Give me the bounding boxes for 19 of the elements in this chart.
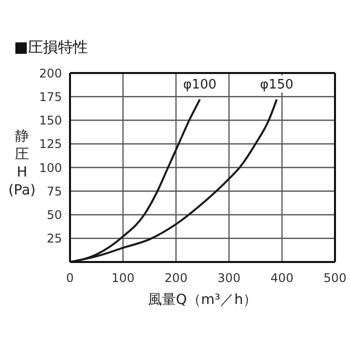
x-tick-label: 500 xyxy=(324,271,346,285)
x-tick-label: 300 xyxy=(218,271,240,285)
y-tick-label: 200 xyxy=(39,66,62,80)
y-tick-label: 50 xyxy=(46,208,62,222)
y-axis-title: 静圧H(Pa) xyxy=(8,128,36,198)
chart-title: ■圧損特性 xyxy=(14,38,88,57)
y-tick-label: 125 xyxy=(39,137,62,152)
x-tick-label: 200 xyxy=(164,271,188,285)
y-tick-label: 100 xyxy=(39,160,62,175)
y-tick-label: 25 xyxy=(46,232,62,246)
x-tick-label: 400 xyxy=(270,271,294,285)
y-tick-label: 150 xyxy=(39,114,62,128)
series-label: φ100 xyxy=(183,77,217,92)
y-tick-label: 175 xyxy=(39,90,62,104)
x-tick-label: 0 xyxy=(66,271,74,285)
y-tick-label: 75 xyxy=(46,184,62,198)
series-label: φ150 xyxy=(260,77,294,92)
x-axis-title: 風量Q（m³／h） xyxy=(148,292,258,308)
x-tick-label: 100 xyxy=(112,271,134,285)
